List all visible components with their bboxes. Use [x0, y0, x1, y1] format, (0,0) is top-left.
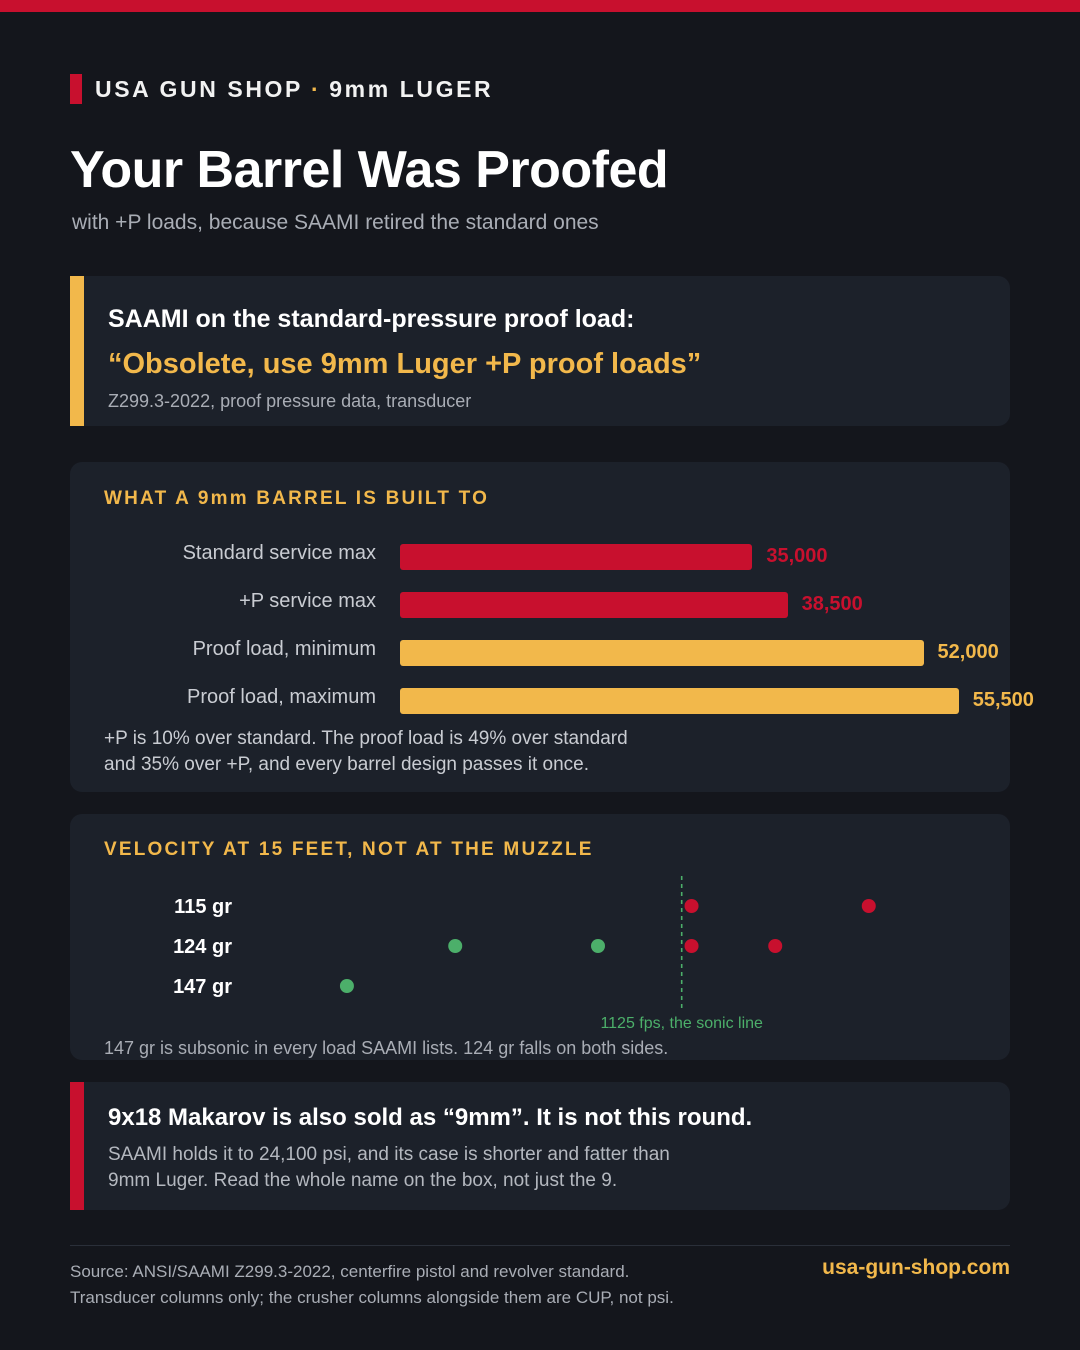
bar-label: Proof load, maximum — [187, 686, 376, 708]
quote-source: Z299.3-2022, proof pressure data, transd… — [108, 391, 472, 411]
brand-separator: · — [310, 75, 322, 102]
pressure-chart-note: +P is 10% over standard. The proof load … — [104, 726, 628, 778]
velocity-point — [861, 899, 876, 913]
bar-row: Proof load, maximum 55,500 — [70, 686, 1034, 714]
velocity-category-label: 115 gr — [174, 896, 232, 918]
bar-row: Proof load, minimum 52,000 — [70, 638, 1010, 666]
velocity-chart-card: VELOCITY AT 15 FEET, NOT AT THE MUZZLE 1… — [70, 814, 1010, 1060]
warning-accent-bar — [70, 1082, 84, 1210]
footer-website-link[interactable]: usa-gun-shop.com — [822, 1256, 1010, 1279]
velocity-point — [684, 899, 699, 913]
bar-row: Standard service max 35,000 — [70, 542, 1010, 570]
footer-divider — [70, 1245, 1010, 1246]
quote-accent-bar — [70, 276, 84, 426]
pressure-chart-title: WHAT A 9mm BARREL IS BUILT TO — [104, 488, 490, 509]
brand-product: 9mm LUGER — [329, 75, 494, 102]
pressure-note-line-1: +P is 10% over standard. The proof load … — [104, 728, 628, 749]
velocity-point — [591, 939, 605, 953]
pressure-chart-card: WHAT A 9mm BARREL IS BUILT TO Standard s… — [70, 462, 1034, 792]
brand-mark — [70, 74, 82, 104]
makarov-warning-card: 9x18 Makarov is also sold as “9mm”. It i… — [70, 1082, 1010, 1210]
velocity-chart-title: VELOCITY AT 15 FEET, NOT AT THE MUZZLE — [104, 839, 594, 860]
warning-body-line-2: 9mm Luger. Read the whole name on the bo… — [108, 1170, 618, 1191]
top-accent-bar — [0, 0, 1080, 12]
velocity-dot-plot: 115 gr 124 gr 147 gr 1125 fps, the sonic li… — [173, 876, 876, 1032]
footer-source-line-2: Transducer columns only; the crusher col… — [70, 1288, 674, 1307]
saami-quote-card: SAAMI on the standard-pressure proof loa… — [70, 276, 1010, 426]
bar-row: +P service max 38,500 — [70, 590, 1010, 618]
bar — [400, 688, 959, 714]
velocity-category-label: 124 gr — [173, 936, 232, 958]
warning-heading: 9x18 Makarov is also sold as “9mm”. It i… — [108, 1104, 753, 1131]
quote-text: “Obsolete, use 9mm Luger +P proof loads” — [108, 348, 702, 380]
velocity-point — [768, 939, 783, 953]
velocity-point — [448, 939, 463, 953]
footer-source: Source: ANSI/SAAMI Z299.3-2022, centerfi… — [70, 1259, 674, 1311]
page-title: Your Barrel Was Proofed — [70, 141, 669, 199]
brand-text: USA GUN SHOP · 9mm LUGER — [95, 76, 493, 103]
pressure-note-line-2: and 35% over +P, and every barrel design… — [104, 754, 589, 775]
brand-eyebrow: USA GUN SHOP · 9mm LUGER — [70, 74, 493, 104]
bar-label: Standard service max — [182, 542, 376, 564]
bar-value-label: 52,000 — [937, 641, 999, 663]
velocity-point — [339, 979, 354, 993]
sonic-line-label: 1125 fps, the sonic line — [600, 1015, 763, 1032]
bar-label: +P service max — [239, 590, 376, 612]
bar — [400, 592, 788, 618]
bar-value-label: 55,500 — [972, 689, 1034, 711]
bar — [400, 544, 753, 570]
velocity-point — [684, 939, 699, 953]
brand-name: USA GUN SHOP — [95, 75, 303, 102]
footer-source-line-1: Source: ANSI/SAAMI Z299.3-2022, centerfi… — [70, 1262, 630, 1281]
warning-body: SAAMI holds it to 24,100 psi, and its ca… — [108, 1142, 670, 1194]
bar-label: Proof load, minimum — [192, 638, 376, 660]
velocity-chart-note: 147 gr is subsonic in every load SAAMI l… — [104, 1038, 669, 1058]
velocity-category-label: 147 gr — [173, 976, 232, 998]
page-subtitle: with +P loads, because SAAMI retired the… — [72, 211, 599, 234]
bar-value-label: 38,500 — [801, 593, 863, 615]
bar-value-label: 35,000 — [766, 545, 828, 567]
quote-heading: SAAMI on the standard-pressure proof loa… — [108, 305, 635, 333]
bar — [400, 640, 924, 666]
warning-body-line-1: SAAMI holds it to 24,100 psi, and its ca… — [108, 1144, 670, 1165]
